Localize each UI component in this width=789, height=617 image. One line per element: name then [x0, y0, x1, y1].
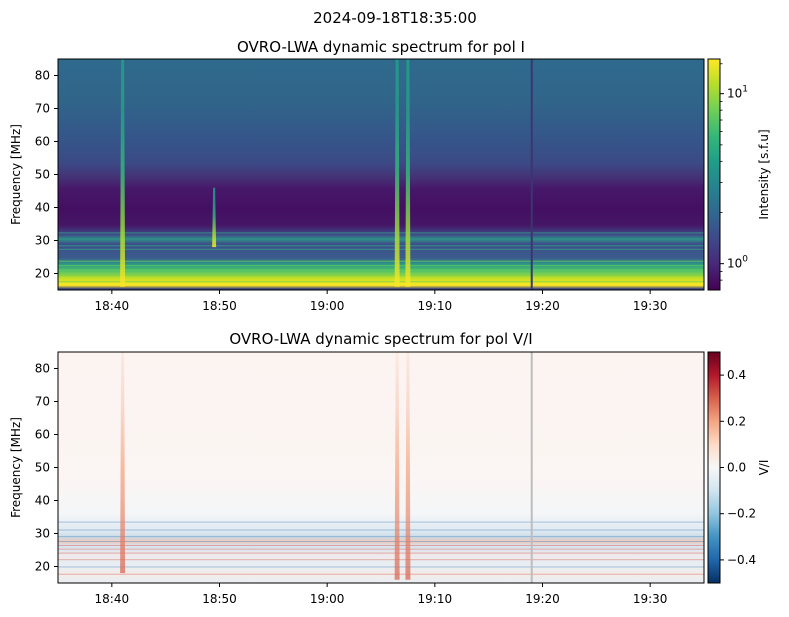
colorbar-tick-label: 0.2 — [727, 414, 746, 428]
y-axis-label: Frequency [MHz] — [9, 417, 23, 518]
interference-streak — [58, 248, 704, 251]
x-tick-label: 18:50 — [202, 299, 237, 313]
y-tick-label: 60 — [35, 135, 50, 149]
y-tick-label: 20 — [35, 267, 50, 281]
interference-streak — [58, 274, 704, 276]
y-tick-label: 70 — [35, 395, 50, 409]
x-tick-label: 18:40 — [95, 592, 130, 606]
interference-streak — [58, 529, 704, 531]
interference-streak — [58, 536, 704, 538]
y-axis-label: Frequency [MHz] — [9, 124, 23, 225]
chart-panel-1: 18:40 18:50 19:00 19:10 19:20 19:30 20 30 40 50 60… — [9, 38, 771, 313]
interference-streak — [58, 521, 704, 523]
x-tick-label: 18:40 — [95, 299, 130, 313]
colorbar-tick-label: 101 — [727, 85, 748, 101]
colorbar-label: V/I — [757, 460, 771, 476]
burst-feature — [394, 59, 400, 287]
x-tick-label: 19:30 — [633, 592, 668, 606]
spectrum-image — [58, 352, 704, 583]
y-tick-label: 40 — [35, 201, 50, 215]
colorbar-label: Intensity [s.f.u] — [757, 129, 771, 219]
chart-title: OVRO-LWA dynamic spectrum for pol V/I — [229, 330, 532, 348]
y-tick-label: 70 — [35, 102, 50, 116]
burst-feature — [120, 59, 126, 287]
data-gap — [530, 59, 533, 290]
y-tick-label: 80 — [35, 69, 50, 83]
x-tick-label: 19:00 — [310, 299, 345, 313]
interference-streak — [58, 264, 704, 267]
burst-feature — [212, 187, 217, 248]
interference-streak — [58, 269, 704, 271]
x-tick-label: 19:10 — [418, 299, 453, 313]
y-tick-label: 50 — [35, 168, 50, 182]
burst-feature — [405, 352, 411, 580]
interference-streak — [58, 260, 704, 262]
figure-suptitle: 2024-09-18T18:35:00 — [313, 9, 477, 27]
y-tick-label: 60 — [35, 428, 50, 442]
y-tick-label: 80 — [35, 362, 50, 376]
interference-streak — [58, 541, 704, 543]
x-tick-label: 19:10 — [418, 592, 453, 606]
x-tick-label: 19:00 — [310, 592, 345, 606]
interference-streak — [58, 559, 704, 561]
burst-feature — [120, 352, 126, 574]
interference-streak — [58, 232, 704, 234]
y-tick-label: 30 — [35, 234, 50, 248]
colorbar — [707, 58, 721, 291]
interference-streak — [58, 552, 704, 554]
chart-panel-2: 18:40 18:50 19:00 19:10 19:20 19:30 20 30 40 50 60… — [9, 330, 771, 606]
interference-streak — [58, 573, 704, 575]
colorbar-tick-label: 100 — [727, 255, 748, 271]
y-tick-label: 20 — [35, 560, 50, 574]
chart-title: OVRO-LWA dynamic spectrum for pol I — [237, 38, 525, 56]
spectrum-image — [58, 59, 704, 290]
colorbar-tick-label: 0.0 — [727, 461, 746, 475]
colorbar-tick-label: 0.4 — [727, 368, 746, 382]
burst-feature — [405, 59, 411, 287]
burst-feature — [394, 352, 400, 580]
y-tick-label: 50 — [35, 461, 50, 475]
interference-streak — [58, 245, 704, 247]
interference-streak — [58, 548, 704, 550]
x-tick-label: 19:20 — [525, 299, 560, 313]
colorbar-tick-label: −0.4 — [727, 553, 756, 567]
y-tick-label: 30 — [35, 527, 50, 541]
colorbar — [707, 351, 721, 584]
interference-streak — [58, 545, 704, 547]
colorbar-tick-label: −0.2 — [727, 507, 756, 521]
interference-streak — [58, 566, 704, 568]
x-tick-label: 19:30 — [633, 299, 668, 313]
data-gap — [530, 352, 533, 583]
y-tick-label: 40 — [35, 494, 50, 508]
interference-streak — [58, 281, 704, 283]
x-tick-label: 18:50 — [202, 592, 237, 606]
x-tick-label: 19:20 — [525, 592, 560, 606]
